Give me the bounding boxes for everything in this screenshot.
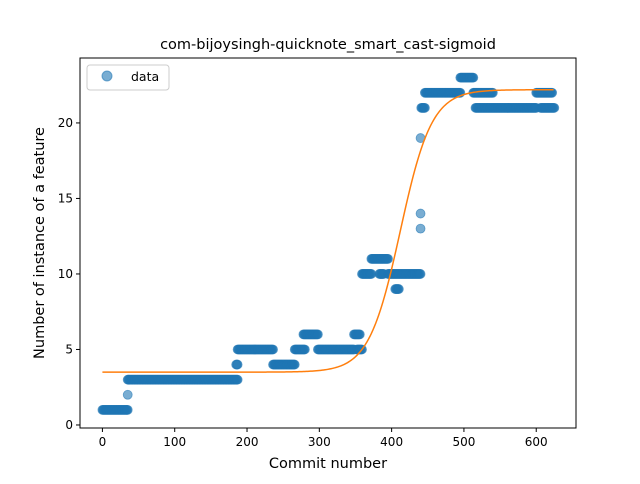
data-point [232, 374, 243, 385]
x-tick-label: 600 [525, 435, 548, 449]
data-point [487, 87, 498, 98]
axes-frame [79, 57, 577, 429]
data-point [415, 208, 426, 219]
data-point [354, 329, 365, 340]
y-tick-label: 5 [65, 342, 73, 356]
data-point [122, 389, 133, 400]
y-tick-label: 15 [58, 191, 73, 205]
data-point [549, 102, 560, 113]
plot-area [97, 72, 560, 415]
legend: data [86, 64, 170, 91]
data-point [122, 404, 133, 415]
y-axis-label: Number of instance of a feature [32, 127, 48, 359]
x-tick-label: 400 [380, 435, 403, 449]
data-point [415, 223, 426, 234]
data-point [468, 72, 479, 83]
x-tick-label: 0 [99, 435, 107, 449]
data-point [383, 253, 393, 264]
x-tick-label: 200 [236, 435, 259, 449]
data-point [232, 359, 243, 370]
axis-ticks: 0 100 200 300 400 500 600 0 5 10 15 20 [58, 116, 548, 449]
x-tick-label: 500 [452, 435, 475, 449]
x-axis-label: Commit number [269, 456, 387, 472]
chart-title: com-bijoysingh-quicknote_smart_cast-sigm… [160, 37, 496, 53]
sigmoid-fit-line [102, 88, 554, 373]
y-tick-label: 20 [58, 116, 73, 130]
data-point [312, 329, 323, 340]
x-tick-label: 300 [308, 435, 331, 449]
data-point [299, 344, 310, 355]
legend-data-label: data [131, 69, 159, 84]
y-tick-label: 10 [58, 267, 73, 281]
data-point [415, 269, 426, 279]
data-point [268, 344, 278, 355]
y-tick-label: 0 [65, 418, 73, 432]
x-tick-label: 100 [163, 435, 186, 449]
data-point [289, 359, 300, 370]
data-point [419, 102, 430, 113]
data-point [393, 284, 404, 294]
legend-data-marker [101, 70, 113, 82]
